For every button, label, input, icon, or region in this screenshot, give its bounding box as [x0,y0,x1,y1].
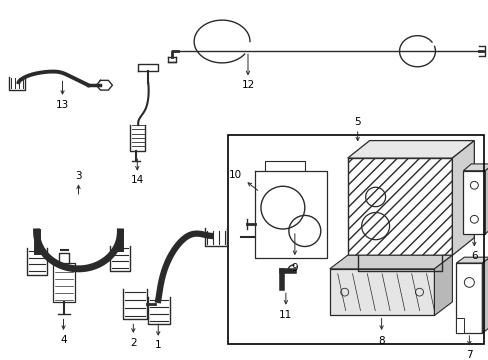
Text: 10: 10 [228,170,241,180]
Polygon shape [481,257,488,333]
Polygon shape [451,141,473,255]
Text: 13: 13 [56,100,69,110]
Bar [329,269,433,315]
Text: 1: 1 [155,339,161,350]
Polygon shape [433,255,451,315]
Text: 3: 3 [75,171,81,181]
Polygon shape [463,164,488,171]
Bar [227,135,483,344]
Text: 5: 5 [354,117,360,127]
Bar [455,263,481,333]
Bar [463,171,484,234]
Text: 12: 12 [241,80,254,90]
Bar [347,158,451,255]
Polygon shape [347,141,473,158]
Text: 11: 11 [279,310,292,320]
Text: 6: 6 [470,251,477,261]
Text: 4: 4 [60,335,67,345]
Text: 8: 8 [378,336,384,346]
Polygon shape [455,257,488,263]
Text: 2: 2 [130,338,136,348]
Text: 9: 9 [291,263,298,273]
Polygon shape [455,318,464,333]
Polygon shape [329,255,451,269]
Text: 14: 14 [130,175,143,185]
Polygon shape [484,164,488,234]
Text: 7: 7 [465,350,472,360]
